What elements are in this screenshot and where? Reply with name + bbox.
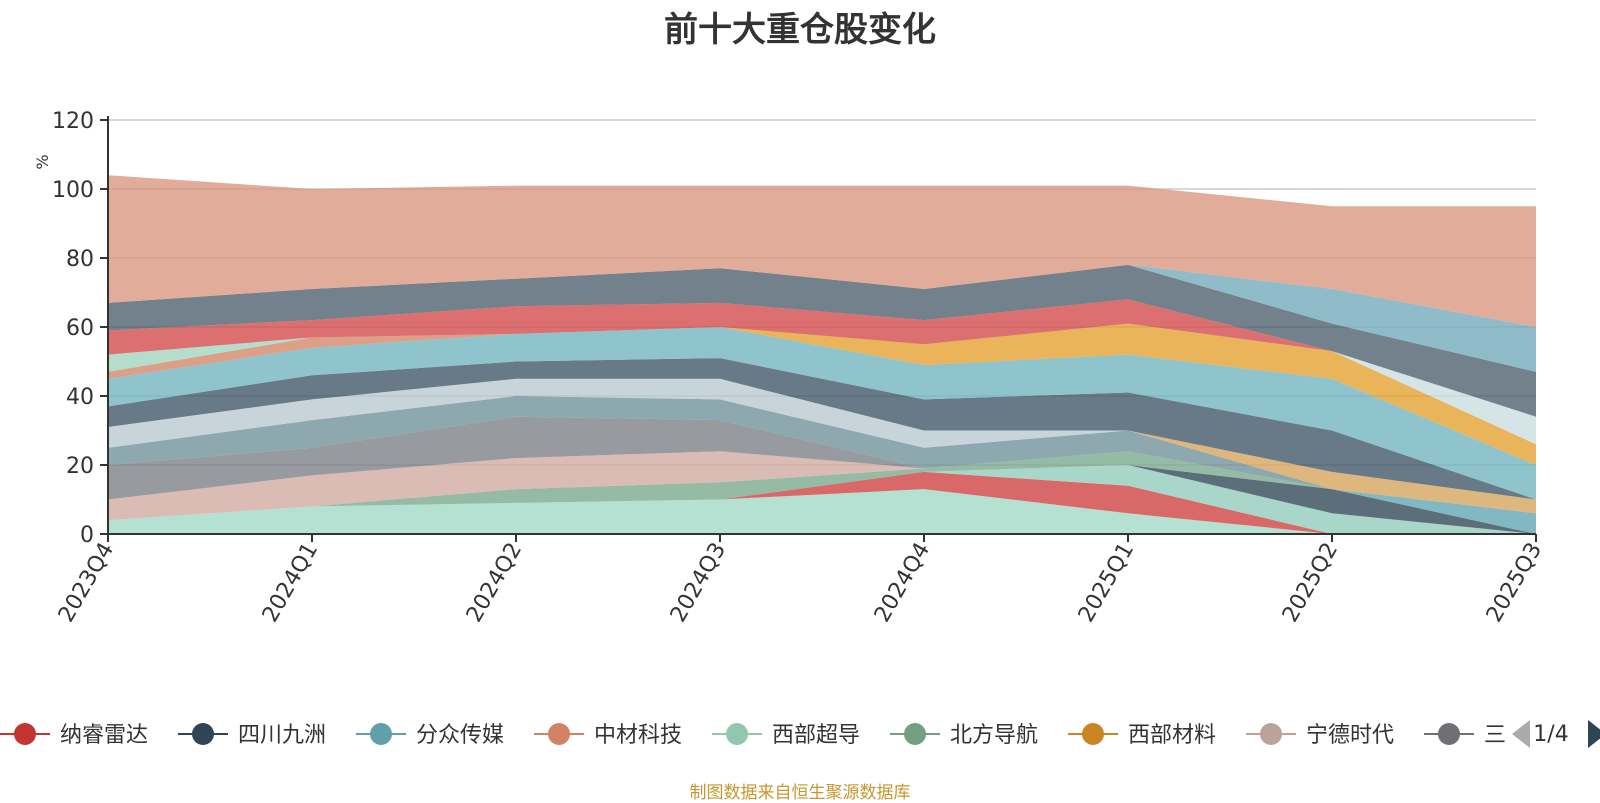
- legend-marker-icon: [1082, 723, 1104, 745]
- legend-label: 西部超导: [772, 723, 860, 748]
- y-tick-label: 120: [52, 109, 94, 134]
- series-area-2: [108, 465, 1536, 534]
- legend-label: 宁德时代: [1306, 723, 1394, 748]
- y-tick-label: 20: [66, 454, 94, 479]
- series-area-18: [108, 264, 1536, 417]
- legend-prev-icon[interactable]: [1512, 720, 1530, 748]
- legend-label: 三: [1484, 723, 1506, 748]
- legend-marker-icon: [726, 723, 748, 745]
- legend-item[interactable]: 西部超导: [712, 723, 860, 748]
- legend-marker-icon: [1260, 723, 1282, 745]
- y-tick-label: 100: [52, 178, 94, 203]
- source-note: 制图数据来自恒生聚源数据库: [689, 783, 911, 803]
- x-tick-label: 2024Q3: [666, 539, 731, 627]
- legend-page-indicator: 1/4: [1533, 722, 1568, 747]
- x-tick-label: 2023Q4: [54, 539, 119, 627]
- legend-label: 分众传媒: [416, 723, 504, 748]
- series-area-0: [108, 489, 1536, 534]
- legend-item[interactable]: 中材科技: [534, 723, 682, 748]
- legend-label: 纳睿雷达: [60, 723, 148, 748]
- y-tick-label: 60: [66, 316, 94, 341]
- legend-item[interactable]: 宁德时代: [1246, 723, 1394, 748]
- legend-marker-icon: [548, 723, 570, 745]
- series-area-20: [108, 175, 1536, 327]
- x-tick-label: 2025Q1: [1074, 539, 1139, 627]
- series-area-5: [108, 451, 1536, 521]
- chart-title: 前十大重仓股变化: [664, 10, 936, 50]
- legend-marker-icon: [14, 723, 36, 745]
- legend-label: 西部材料: [1128, 723, 1216, 748]
- series-area-7: [108, 416, 1536, 514]
- legend-marker-icon: [370, 723, 392, 745]
- legend-pager: 1/4: [1512, 720, 1600, 748]
- stacked-areas: [108, 175, 1536, 534]
- series-area-1: [108, 471, 1536, 534]
- legend-item[interactable]: 分众传媒: [356, 723, 504, 748]
- x-tick-label: 2025Q3: [1482, 539, 1547, 627]
- y-tick-label: 40: [66, 385, 94, 410]
- legend-item[interactable]: 西部材料: [1068, 723, 1216, 748]
- x-tick-label: 2024Q2: [462, 539, 527, 627]
- series-area-11: [108, 358, 1536, 500]
- x-tick-label: 2024Q1: [258, 539, 323, 627]
- legend[interactable]: 纳睿雷达 四川九洲 分众传媒 中材科技 西部超导 北方导航 西部材料 宁德时代 三: [0, 723, 1506, 748]
- x-tick-label: 2025Q2: [1278, 539, 1343, 627]
- legend-next-icon[interactable]: [1588, 720, 1600, 748]
- x-tick-label: 2024Q4: [870, 539, 935, 627]
- series-area-14: [108, 323, 1536, 465]
- legend-label: 四川九洲: [238, 723, 326, 748]
- y-axis-label: %: [33, 154, 52, 169]
- legend-item[interactable]: 纳睿雷达: [0, 723, 148, 748]
- legend-marker-icon: [904, 723, 926, 745]
- series-area-6: [108, 451, 1536, 521]
- y-tick-label: 80: [66, 247, 94, 272]
- legend-label: 中材科技: [594, 723, 682, 748]
- legend-marker-icon: [1438, 723, 1460, 745]
- legend-item[interactable]: 四川九洲: [178, 723, 326, 748]
- legend-item[interactable]: 北方导航: [890, 723, 1038, 748]
- series-area-17: [108, 299, 1536, 417]
- series-area-12: [108, 327, 1536, 500]
- legend-item[interactable]: 三: [1424, 723, 1506, 748]
- y-tick-label: 0: [80, 523, 94, 548]
- legend-marker-icon: [192, 723, 214, 745]
- legend-label: 北方导航: [950, 723, 1038, 748]
